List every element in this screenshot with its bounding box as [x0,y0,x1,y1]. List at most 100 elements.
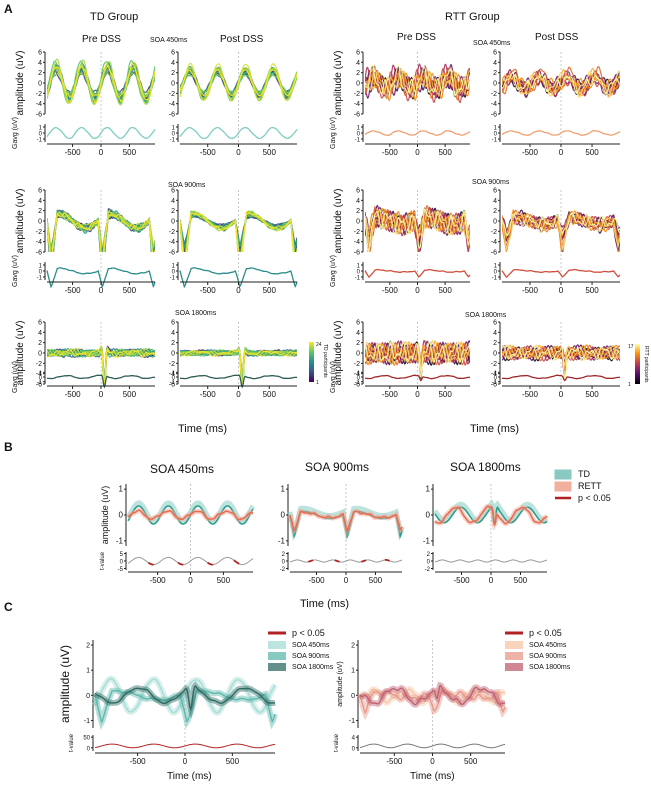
b-soa-450-tlabel: t-value [100,551,106,570]
c-right-y-tick-label: 2 [351,643,355,650]
a-rtt-pre-900-y-tick-label: -2 [354,229,360,236]
c-right-legend-label-2: SOA 1800ms [529,664,571,671]
a-rtt-post-1800-y-tick-label: -6 [491,382,497,389]
a-rtt-pre-450-traces [365,63,470,104]
a-td-post-900-y-tick-label: 0 [171,219,175,226]
a-td-post-1800-gavg-trace [179,374,298,389]
b-soa-450-y-tick-label: 1 [119,485,124,494]
a-td-post-1800-gavg-y-tick-label: -1 [170,380,176,386]
participant-trace [47,348,155,384]
b-soa-900-sig-segment [361,559,367,563]
a-rtt-pre-1800-y-tick-label: 2 [356,340,360,347]
c-right-line-1800 [359,684,506,706]
c-left-legend-swatch-1 [268,652,286,660]
a-rtt-post-900-y-tick-label: -2 [491,229,497,236]
a-td-pre-1800-y-tick-label: -6 [36,382,42,389]
a-rtt-post-900-traces [502,208,620,252]
a-td-post-900-y-tick-label: 4 [171,198,175,205]
a-rtt-pre-1800-y-tick-label: 0 [356,351,360,358]
b-legend-label-0: TD [578,469,590,479]
a-rtt-post-450-x-tick-label: -500 [522,148,539,157]
a-td-post-450-gavg-trace [179,126,298,140]
a-td-post-450-gavg-y-tick-label: 1 [172,126,176,132]
a-rtt-post-1800-y-tick-label: -4 [491,371,497,378]
a-td-post-1800-y-tick-label: 4 [171,330,175,337]
a-rtt-pre-1800-gavg-ylabel: Gavg (uV) [330,361,337,393]
b-title-900: SOA 900ms [305,460,369,474]
b-legend-label-1: RETT [578,481,602,491]
a-td-post-450-y-tick-label: -4 [169,101,175,108]
a-rtt-post-450-gavg-trace [501,130,621,136]
a-td-pre-900-gavg-y-tick-label: 1 [39,264,43,270]
a-td-post-1800-y-tick-label: 6 [171,320,175,327]
a-rtt-post-450-y-tick-label: 2 [493,70,497,77]
a-rtt-pre-900-y-tick-label: 6 [356,188,360,195]
td-colorbar [309,342,314,382]
a-td-pre-1800-gavg-trace [46,374,156,389]
participant-trace [47,212,155,252]
a-rtt-pre-900-gavg-trace [364,268,471,279]
a-td-post-450-traces [180,62,297,102]
rtt-group-title: RTT Group [445,11,500,23]
b-soa-450-sig-segment [177,561,184,566]
a-td-pre-1800-traces [47,345,155,384]
a-td-pre-450-y-tick-label: -4 [36,101,42,108]
b-soa-900-t-y-tick-label: -2 [280,567,286,573]
a-rtt-post-450-traces [502,65,620,98]
a-td-pre-450-x-tick-label: 500 [123,148,137,157]
c-right-legend-swatch-0 [505,641,523,649]
a-td-post-1800-gavg-y-tick-label: 0 [172,376,176,382]
a-rtt-post-1800-y-tick-label: 0 [493,351,497,358]
a-td-pre-1800-y-tick-label: -4 [36,371,42,378]
c-right-xlabel: Time (ms) [410,771,455,782]
a-rtt-post-1800-y-tick-label: 6 [493,320,497,327]
a-td-pre-1800-gavg-ylabel: Gavg (uV) [12,361,19,393]
c-left-line-450 [94,677,276,714]
a-rtt-pre-1800-gavg-y-tick-label: 0 [357,376,361,382]
a-td-post-900-y-tick-label: -4 [169,239,175,246]
a-rtt-post-1800-traces [502,344,620,380]
a-rtt-pre-450-gavg-y-tick-label: 0 [357,132,361,138]
c-left-legend-sig-label: p < 0.05 [292,628,325,638]
participant-trace [180,62,297,102]
a-rtt-pre-900-y-tick-label: 4 [356,198,360,205]
a-td-pre-1800-y-tick-label: -2 [36,361,42,368]
a-td-pre-450-y-tick-label: 4 [38,60,42,67]
b-soa-900-y-tick-label: 0 [281,511,286,520]
b-soa-1800-t-y-tick-label: -2 [425,567,431,573]
a-td-pre-450-x-tick-label: -500 [65,148,82,157]
a-td-post-450-y-tick-label: -2 [169,91,175,98]
a-td-pre-450-traces [47,58,155,106]
a-rtt-post-1800-y-tick-label: 2 [493,340,497,347]
a-rtt-pre-1800-y-tick-label: 4 [356,330,360,337]
b-soa-900-t-y-tick-label: 2 [282,552,286,558]
a-rtt-post-1800-x-tick-label: 500 [585,390,599,399]
b-title-1800: SOA 1800ms [450,460,521,474]
a-rtt-pre-450-y-tick-label: 4 [356,60,360,67]
a-rtt-pre-1800-traces [365,339,470,379]
b-soa-1800-x-tick-label: 500 [514,576,528,585]
a-td-post-450-y-tick-label: 4 [171,60,175,67]
a-td-post-900-gavg-y-tick-label: -1 [170,276,176,282]
participant-trace [47,346,155,384]
a-rtt-pre-900-x-tick-label: -500 [382,286,399,295]
a-td-post-450-x-tick-label: 500 [263,148,277,157]
c-right-legend-label-1: SOA 900ms [529,653,567,660]
c-left-y-tick-label: 1 [86,668,90,675]
a-rtt-pre-1800-x-tick-label: 0 [415,390,420,399]
c-right-tlabel: t-value [334,733,340,752]
a-rtt-pre-1800-y-tick-label: -6 [354,382,360,389]
a-rtt-pre-900-gavg-y-tick-label: 1 [357,264,361,270]
a-rtt-post-900-gavg-trace [501,268,621,278]
b-soa-900-sig-segment [384,559,390,562]
c-left-line-1800 [94,684,276,712]
participant-trace [47,345,155,384]
c-right-x-tick-label: 500 [464,757,478,766]
rtt-colorbar [635,344,640,384]
c-left-legend-swatch-0 [268,641,286,649]
a-td-pre-450-y-tick-label: 0 [38,81,42,88]
b-legend-swatch-1 [554,481,572,492]
c-left-legend-label-2: SOA 1800ms [292,664,334,671]
a-td-post-900-y-tick-label: -6 [169,250,175,257]
participant-trace [502,70,620,98]
